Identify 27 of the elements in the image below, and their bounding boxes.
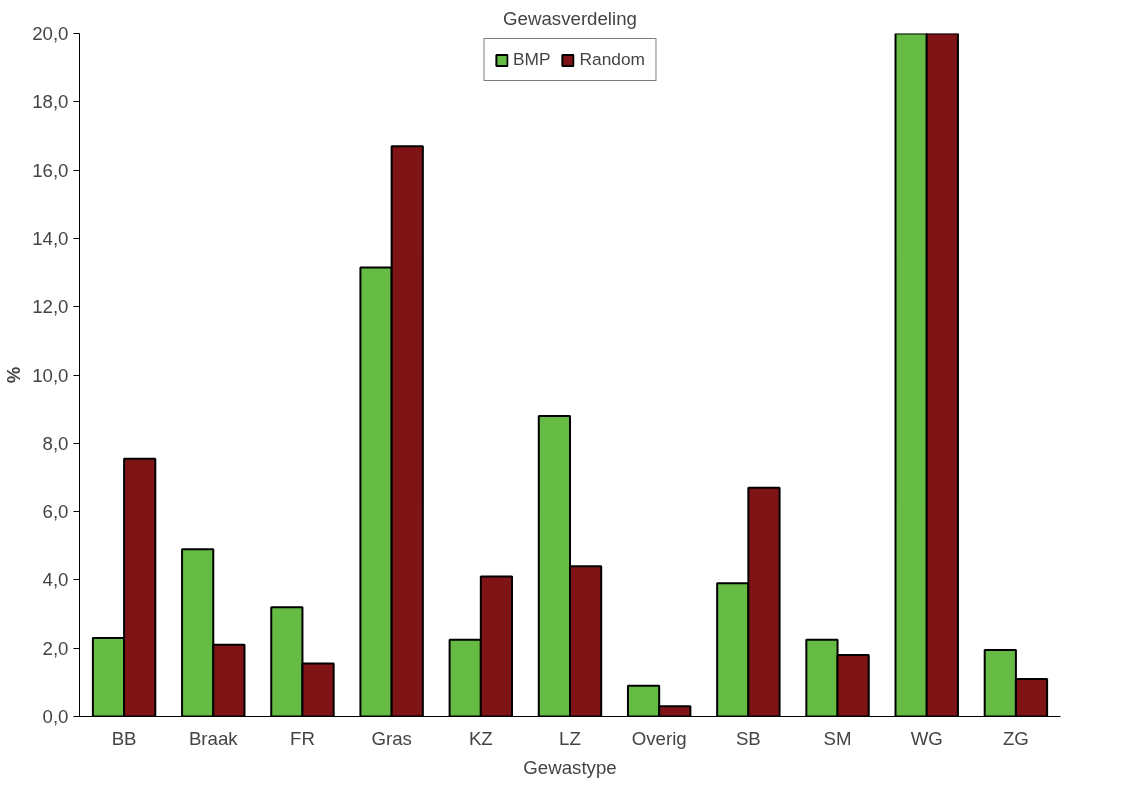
y-tick-label: 20,0 — [32, 23, 69, 44]
x-tick-label: Braak — [188, 727, 239, 749]
y-tick-label: 6,0 — [42, 501, 69, 523]
y-tick-label: 12,0 — [32, 296, 69, 318]
y-tick-label: 8,0 — [42, 432, 69, 454]
y-tick-label: 0,0 — [42, 706, 69, 727]
y-tick-label: 16,0 — [32, 159, 69, 181]
x-tick-label: Gras — [371, 727, 412, 749]
x-tick-label: KZ — [468, 727, 493, 749]
y-tick-label: 18,0 — [32, 91, 69, 113]
chart-title: Gewasverdeling — [503, 7, 637, 29]
x-tick-label: LZ — [559, 727, 581, 749]
y-tick-label: 4,0 — [42, 569, 69, 591]
x-tick-label: SB — [735, 727, 761, 749]
y-tick-label: 2,0 — [42, 637, 69, 659]
x-tick-label: ZG — [1002, 727, 1029, 749]
y-tick-label: 10,0 — [32, 364, 69, 386]
y-tick-label: 14,0 — [32, 227, 69, 249]
x-tick-label: FR — [290, 727, 315, 749]
legend-label: BMP — [512, 49, 551, 70]
x-axis-title: Gewastype — [523, 756, 617, 778]
y-axis-title: % — [3, 366, 25, 384]
x-tick-label: Overig — [631, 727, 687, 749]
x-tick-label: BB — [111, 727, 137, 749]
x-tick-label: SM — [823, 727, 852, 749]
legend-label: Random — [579, 49, 646, 70]
x-tick-label: WG — [910, 727, 943, 749]
